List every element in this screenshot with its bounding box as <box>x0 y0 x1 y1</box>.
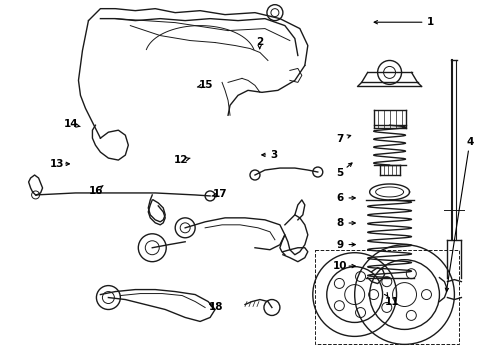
Text: 9: 9 <box>337 239 344 249</box>
Bar <box>315 250 460 345</box>
Text: 5: 5 <box>337 168 344 178</box>
Text: 12: 12 <box>174 155 189 165</box>
Text: 13: 13 <box>49 159 64 169</box>
Text: 11: 11 <box>384 297 399 307</box>
Text: 3: 3 <box>270 150 278 160</box>
Text: 7: 7 <box>337 134 344 144</box>
Text: 17: 17 <box>213 189 228 199</box>
Text: 15: 15 <box>198 80 213 90</box>
Text: 6: 6 <box>337 193 344 203</box>
Text: 18: 18 <box>208 302 223 312</box>
Text: 1: 1 <box>427 17 434 27</box>
Text: 2: 2 <box>256 37 263 47</box>
Text: 16: 16 <box>89 186 103 196</box>
Text: 10: 10 <box>333 261 347 271</box>
Text: 14: 14 <box>64 120 79 129</box>
Text: 8: 8 <box>337 218 344 228</box>
Text: 4: 4 <box>466 138 473 147</box>
